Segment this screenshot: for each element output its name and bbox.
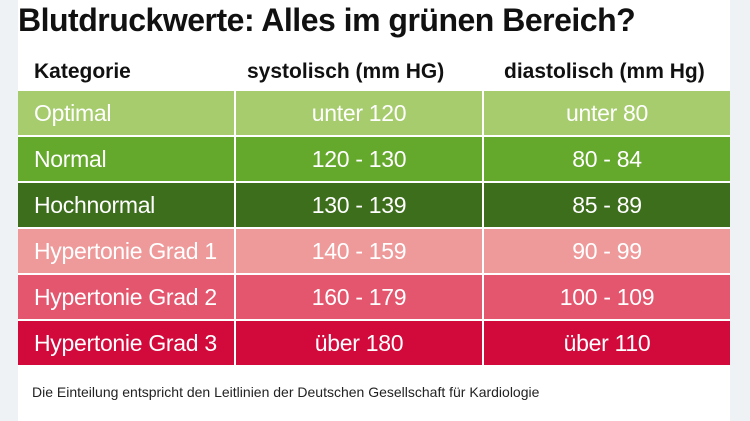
category-cell: Normal — [34, 146, 107, 172]
column-divider — [482, 137, 484, 181]
systolic-cell: 140 - 159 — [311, 238, 407, 264]
table-row-hypertonie-grad-2: Hypertonie Grad 2 160 - 179 100 - 109 — [18, 275, 730, 319]
column-divider — [234, 321, 236, 365]
page-title: Blutdruckwerte: Alles im grünen Bereich? — [18, 2, 636, 38]
diastolic-cell: 100 - 109 — [559, 284, 655, 310]
header-systolic: systolisch (mm HG) — [247, 60, 445, 83]
table-body: Optimal unter 120 unter 80 Normal 120 - … — [18, 91, 730, 367]
column-divider — [482, 183, 484, 227]
header-diastolic: diastolisch (mm Hg) — [504, 60, 705, 83]
category-cell: Hypertonie Grad 3 — [34, 330, 217, 356]
systolic-cell: unter 120 — [311, 100, 407, 126]
systolic-cell: 120 - 130 — [311, 146, 407, 172]
table-row-normal: Normal 120 - 130 80 - 84 — [18, 137, 730, 181]
diastolic-cell: unter 80 — [566, 100, 648, 126]
category-cell: Hochnormal — [34, 192, 155, 218]
category-cell: Hypertonie Grad 1 — [34, 238, 217, 264]
systolic-cell: über 180 — [314, 330, 404, 356]
diastolic-cell: 90 - 99 — [572, 238, 642, 264]
table-row-hypertonie-grad-1: Hypertonie Grad 1 140 - 159 90 - 99 — [18, 229, 730, 273]
table-row-hypertonie-grad-3: Hypertonie Grad 3 über 180 über 110 — [18, 321, 730, 365]
column-divider — [482, 229, 484, 273]
footnote: Die Einteilung entspricht den Leitlinien… — [32, 384, 540, 400]
column-divider — [482, 321, 484, 365]
diastolic-cell: 80 - 84 — [572, 146, 642, 172]
table-row-hochnormal: Hochnormal 130 - 139 85 - 89 — [18, 183, 730, 227]
systolic-cell: 130 - 139 — [311, 192, 407, 218]
diastolic-cell: über 110 — [563, 330, 651, 356]
systolic-cell: 160 - 179 — [311, 284, 407, 310]
column-divider — [482, 275, 484, 319]
column-divider — [234, 229, 236, 273]
diastolic-cell: 85 - 89 — [572, 192, 642, 218]
column-divider — [234, 137, 236, 181]
column-divider — [482, 91, 484, 135]
column-divider — [234, 183, 236, 227]
category-cell: Hypertonie Grad 2 — [34, 284, 217, 310]
column-divider — [234, 91, 236, 135]
table-header: Kategorie systolisch (mm HG) diastolisch… — [18, 58, 730, 86]
table-row-optimal: Optimal unter 120 unter 80 — [18, 91, 730, 135]
column-divider — [234, 275, 236, 319]
header-category: Kategorie — [34, 60, 131, 83]
category-cell: Optimal — [34, 100, 112, 126]
